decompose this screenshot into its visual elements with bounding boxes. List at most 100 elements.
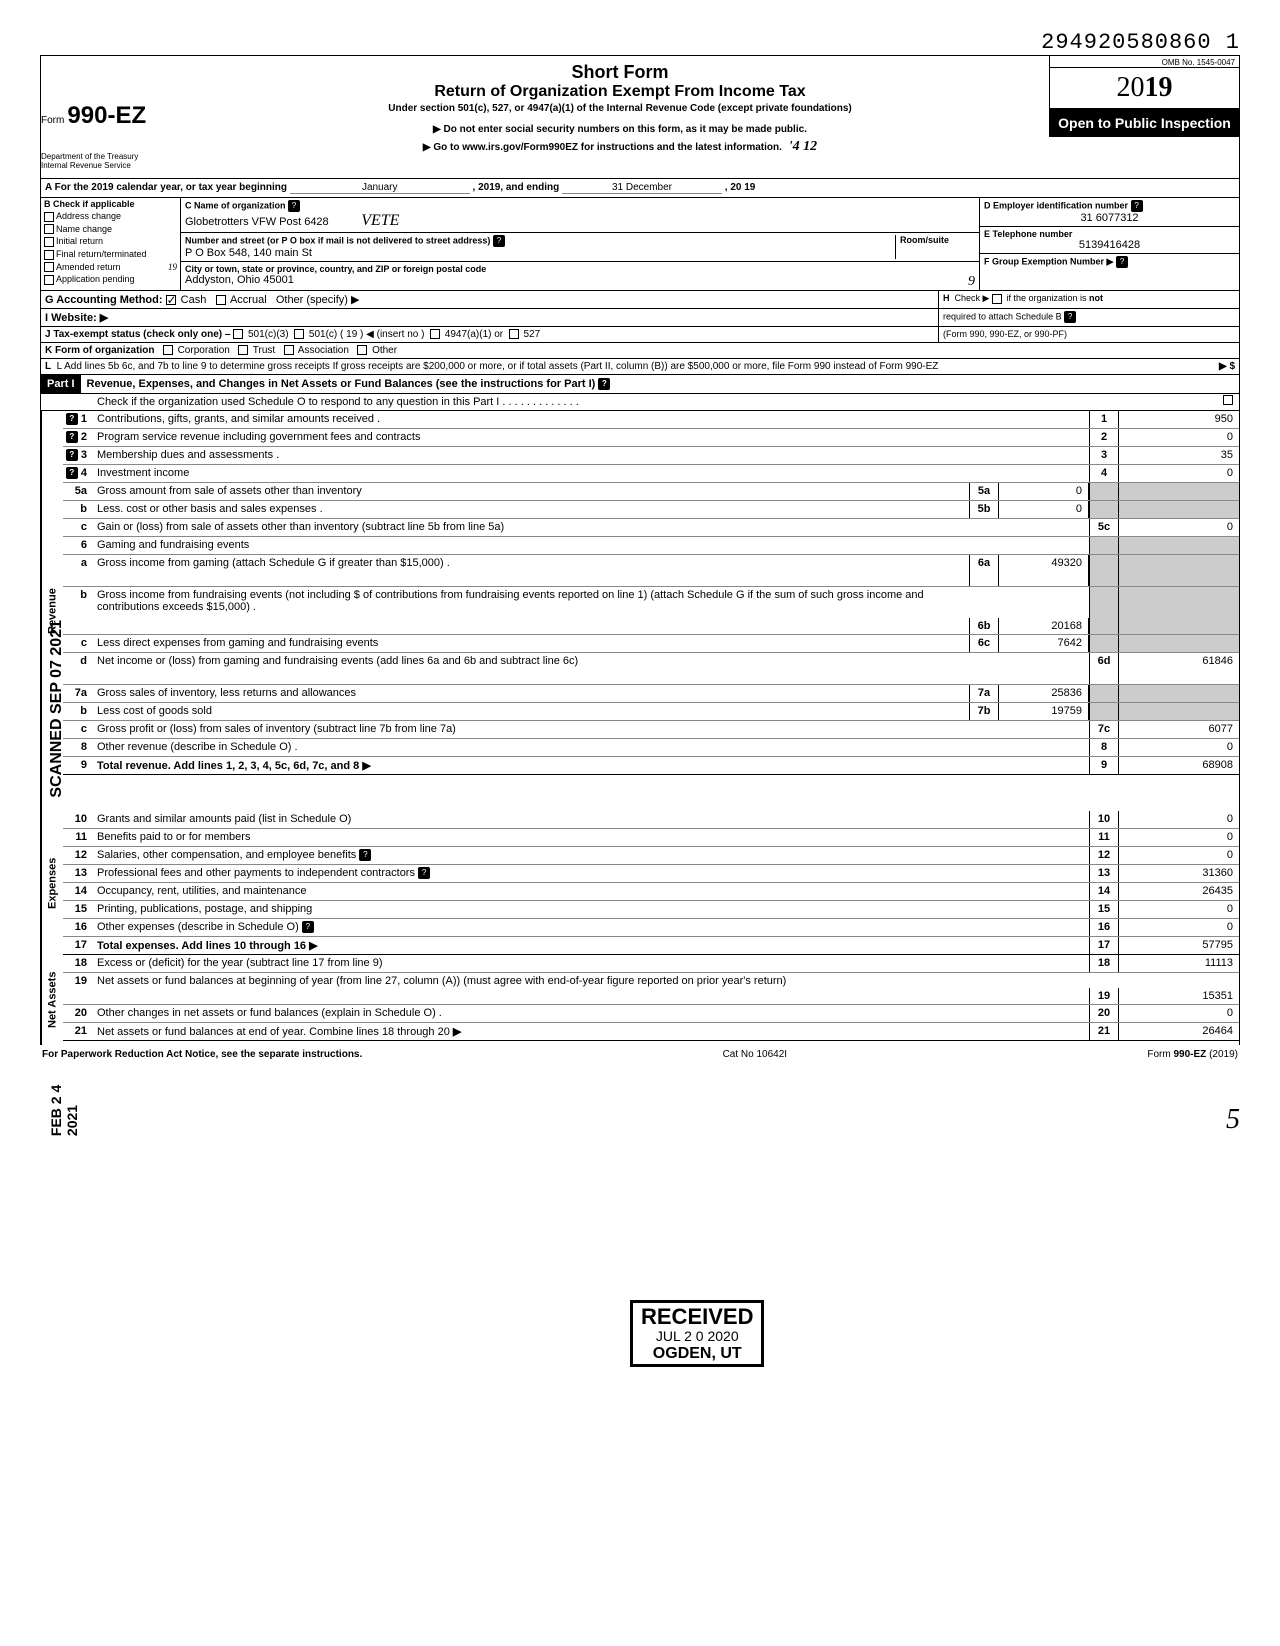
cb-corp[interactable] — [163, 345, 173, 355]
j-label: J Tax-exempt status (check only one) – — [45, 329, 230, 340]
help-icon[interactable]: ? — [66, 449, 78, 461]
cb-part1-schedo[interactable] — [1223, 395, 1233, 405]
dept-treasury: Department of the Treasury Internal Reve… — [41, 150, 191, 172]
cb-amended[interactable] — [44, 262, 54, 272]
help-icon[interactable]: ? — [418, 867, 430, 879]
phone: 5139416428 — [984, 239, 1235, 251]
help-icon[interactable]: ? — [359, 849, 371, 861]
val-2: 0 — [1119, 429, 1239, 446]
g-label: G Accounting Method: — [45, 294, 163, 306]
cb-501c3[interactable] — [233, 329, 243, 339]
help-icon[interactable]: ? — [302, 921, 314, 933]
cb-name[interactable] — [44, 224, 54, 234]
cb-initial[interactable] — [44, 237, 54, 247]
help-icon[interactable]: ? — [598, 378, 610, 390]
handwritten-init: '4 12 — [789, 139, 817, 154]
val-4: 0 — [1119, 465, 1239, 482]
cb-trust[interactable] — [238, 345, 248, 355]
line-a: A For the 2019 calendar year, or tax yea… — [41, 179, 1239, 198]
cb-pending[interactable] — [44, 275, 54, 285]
city: Addyston, Ohio 45001 — [185, 274, 294, 286]
received-stamp: RECEIVED JUL 2 0 2020 OGDEN, UT — [630, 1300, 764, 1367]
hand-19: 19 — [168, 262, 177, 272]
cb-final[interactable] — [44, 250, 54, 260]
footer-left: For Paperwork Reduction Act Notice, see … — [42, 1049, 362, 1060]
val-21: 26464 — [1119, 1023, 1239, 1040]
hand-9: 9 — [968, 274, 975, 290]
tax-year: 20201919 — [1050, 67, 1239, 108]
cb-accrual[interactable] — [216, 295, 226, 305]
val-8: 0 — [1119, 739, 1239, 756]
val-11: 0 — [1119, 829, 1239, 846]
cb-assoc[interactable] — [284, 345, 294, 355]
part1-check-row: Check if the organization used Schedule … — [41, 394, 1239, 411]
row-k: K Form of organization Corporation Trust… — [41, 343, 1239, 359]
org-name: Globetrotters VFW Post 6428 — [185, 216, 329, 228]
cb-sched-b[interactable] — [992, 294, 1002, 304]
footer: For Paperwork Reduction Act Notice, see … — [40, 1045, 1240, 1064]
val-7a: 25836 — [999, 685, 1089, 702]
row-j: J Tax-exempt status (check only one) – 5… — [41, 327, 1239, 343]
f-label: F Group Exemption Number ▶ — [984, 256, 1113, 266]
help-icon[interactable]: ? — [288, 200, 300, 212]
footer-cat: Cat No 10642I — [723, 1049, 788, 1060]
val-17: 57795 — [1119, 937, 1239, 954]
help-icon[interactable]: ? — [1064, 311, 1076, 323]
val-18: 11113 — [1119, 955, 1239, 972]
val-5c: 0 — [1119, 519, 1239, 536]
val-5b: 0 — [999, 501, 1089, 518]
part1-label: Part I — [41, 375, 81, 393]
val-9: 68908 — [1119, 757, 1239, 774]
val-19: 15351 — [1119, 988, 1239, 1004]
row-l: L L Add lines 5b 6c, and 7b to line 9 to… — [41, 359, 1239, 375]
help-icon[interactable]: ? — [1116, 256, 1128, 268]
side-netassets: Net Assets — [41, 955, 63, 1045]
cb-other[interactable] — [357, 345, 367, 355]
val-10: 0 — [1119, 811, 1239, 828]
val-14: 26435 — [1119, 883, 1239, 900]
val-3: 35 — [1119, 447, 1239, 464]
val-5a: 0 — [999, 483, 1089, 500]
title-ssn: ▶ Do not enter social security numbers o… — [199, 124, 1041, 135]
form-number: 990-EZ — [67, 102, 146, 129]
cb-4947[interactable] — [430, 329, 440, 339]
c-label: C Name of organization — [185, 200, 286, 210]
help-icon[interactable]: ? — [493, 235, 505, 247]
row-i: I Website: ▶ required to attach Schedule… — [41, 309, 1239, 327]
val-20: 0 — [1119, 1005, 1239, 1022]
side-revenue: Revenue — [41, 411, 63, 811]
l-arrow: ▶ $ — [1219, 361, 1235, 372]
title-short: Short Form — [199, 62, 1041, 83]
title-goto: ▶ Go to www.irs.gov/Form990EZ for instru… — [199, 139, 1041, 155]
street-label: Number and street (or P O box if mail is… — [185, 235, 490, 245]
hand-vete: VETE — [361, 212, 399, 229]
ein: 31 6077312 — [984, 212, 1235, 224]
val-12: 0 — [1119, 847, 1239, 864]
row-gh: G Accounting Method: Cash Accrual Other … — [41, 291, 1239, 309]
city-label: City or town, state or province, country… — [185, 264, 486, 274]
open-public-box: Open to Public Inspection — [1050, 108, 1239, 137]
room-label: Room/suite — [900, 235, 949, 245]
side-expenses: Expenses — [41, 811, 63, 955]
part1-title: Revenue, Expenses, and Changes in Net As… — [81, 375, 1239, 393]
cb-501c[interactable] — [294, 329, 304, 339]
title-main: Return of Organization Exempt From Incom… — [199, 83, 1041, 101]
k-label: K Form of organization — [45, 345, 154, 356]
title-under: Under section 501(c), 527, or 4947(a)(1)… — [199, 103, 1041, 114]
l-text: L Add lines 5b 6c, and 7b to line 9 to d… — [57, 361, 939, 372]
netassets-block: Net Assets 18Excess or (deficit) for the… — [41, 955, 1239, 1045]
help-icon[interactable]: ? — [1131, 200, 1143, 212]
help-icon[interactable]: ? — [66, 431, 78, 443]
val-1: 950 — [1119, 411, 1239, 428]
footer-right: Form 990-EZ (2019) — [1147, 1049, 1238, 1060]
feb-stamp: FEB 2 4 2021 — [48, 1050, 80, 1136]
help-icon[interactable]: ? — [66, 413, 78, 425]
val-15: 0 — [1119, 901, 1239, 918]
omb-number: OMB No. 1545-0047 — [1050, 56, 1239, 67]
val-7c: 6077 — [1119, 721, 1239, 738]
b-label: B Check if applicable — [41, 198, 180, 210]
cb-address[interactable] — [44, 212, 54, 222]
cb-cash[interactable] — [166, 295, 176, 305]
cb-527[interactable] — [509, 329, 519, 339]
help-icon[interactable]: ? — [66, 467, 78, 479]
